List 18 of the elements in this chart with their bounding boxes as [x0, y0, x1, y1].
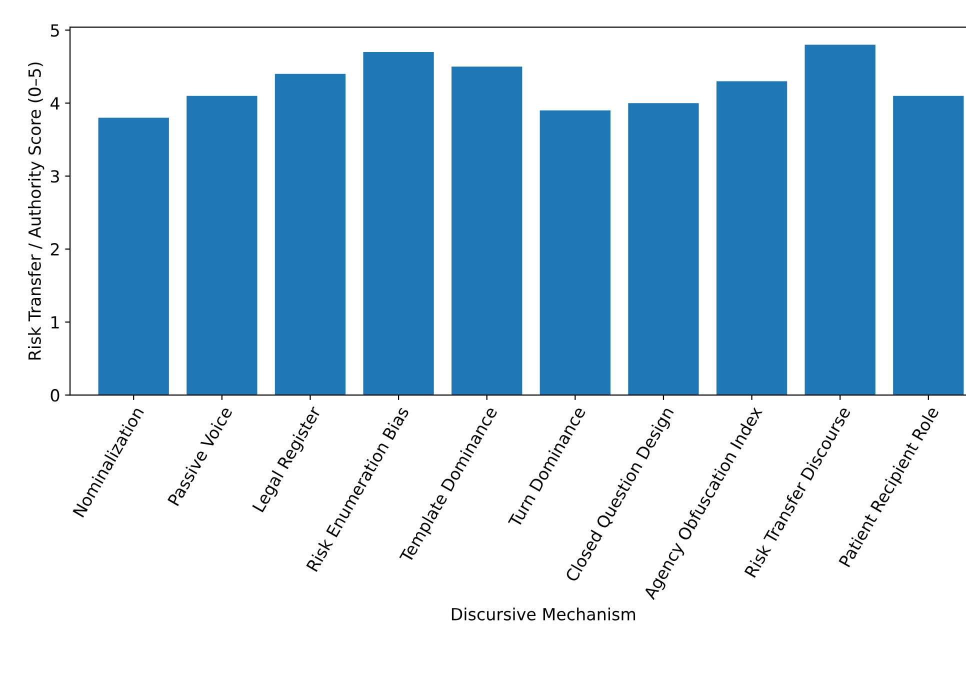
bar [274, 74, 346, 396]
bar [540, 110, 610, 396]
y-tick-label: 3 [50, 170, 59, 183]
y-tick-label: 4 [50, 97, 60, 110]
bar [98, 118, 169, 396]
y-tick-label: 2 [50, 243, 59, 256]
x-axis-title: Discursive Mechanism [452, 608, 636, 620]
bar [186, 96, 258, 396]
bar [893, 96, 964, 396]
bar [716, 81, 788, 396]
bar [363, 52, 434, 396]
bar [452, 66, 522, 396]
y-tick-label: 1 [52, 316, 59, 328]
y-axis-title: Risk Transfer / Authority Score (0–5) [28, 62, 44, 360]
bar [628, 103, 699, 396]
y-tick-label: 5 [50, 24, 59, 37]
y-tick-label: 0 [50, 389, 60, 402]
bar [804, 44, 876, 396]
